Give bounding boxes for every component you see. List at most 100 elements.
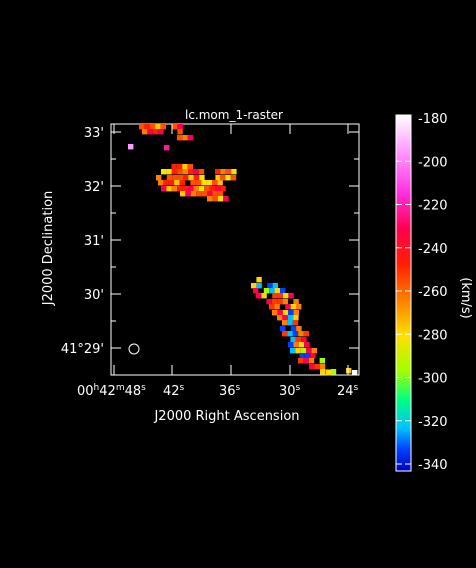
raster-pixel: [207, 191, 213, 197]
raster-pixel: [272, 310, 278, 316]
raster-pixel: [292, 331, 299, 337]
raster-pixel: [217, 180, 223, 186]
raster-pixel: [231, 169, 237, 175]
raster-pixel: [201, 180, 207, 186]
raster-pixel: [212, 196, 218, 202]
raster-pixel: [271, 299, 278, 305]
raster-pixel: [277, 315, 283, 321]
raster-pixel: [225, 175, 231, 181]
raster-pixel: [206, 180, 212, 186]
raster-pixel: [215, 175, 221, 181]
raster-pixel: [304, 342, 310, 348]
raster-pixel: [285, 304, 291, 310]
raster-pixel: [166, 186, 172, 192]
colorbar: [395, 114, 412, 472]
raster-pixel: [320, 369, 326, 375]
raster-pixel: [160, 124, 166, 130]
raster-pixel: [196, 191, 202, 197]
raster-pixel: [176, 164, 183, 170]
beam-ellipse: [128, 343, 140, 355]
raster-pixel: [183, 175, 189, 181]
raster-pixel: [174, 180, 180, 186]
y-tick-label: 32': [84, 180, 104, 195]
raster-pixel: [188, 169, 194, 175]
raster-pixel: [220, 186, 226, 192]
raster-pixel: [158, 129, 164, 135]
raster-pixel: [161, 186, 167, 192]
raster-pixel: [182, 135, 188, 141]
raster-pixel: [161, 169, 167, 175]
raster-pixel: [269, 304, 275, 310]
raster-pixel: [274, 288, 280, 294]
raster-pixel: [256, 277, 262, 283]
raster-pixel: [319, 358, 325, 364]
raster-pixel: [177, 169, 183, 175]
raster-pixel: [293, 315, 299, 321]
y-tick-label: 31': [84, 234, 104, 249]
raster-pixel: [144, 124, 150, 130]
raster-pixel: [300, 348, 307, 354]
raster-pixel: [193, 175, 200, 181]
colorbar-tick-label: -220: [418, 199, 448, 214]
raster-pixel: [149, 124, 156, 130]
raster-pixel: [212, 191, 218, 197]
raster-pixel: [282, 315, 288, 321]
raster-pixel: [266, 299, 272, 305]
colorbar-tick-label: -340: [418, 458, 448, 473]
raster-pixel: [298, 331, 304, 337]
colorbar-tick-label: -260: [418, 285, 448, 300]
raster-pixel: [277, 299, 283, 305]
colorbar-tick-labels: -180 -200 -220 -240 -260 -280 -300 -320 -340: [418, 112, 448, 473]
raster-pixel: [168, 180, 175, 186]
raster-pixel: [163, 180, 169, 186]
raster-pixel: [155, 124, 161, 130]
raster-pixel: [311, 348, 317, 354]
raster-pixel: [299, 353, 305, 359]
raster-pixel: [128, 144, 134, 150]
raster-pixel: [217, 191, 224, 197]
raster-pixel: [292, 320, 299, 326]
raster-pixel: [298, 358, 304, 364]
raster-pixel: [172, 175, 178, 181]
raster-pixel: [263, 288, 270, 294]
raster-pixel: [251, 283, 257, 289]
raster-pixel: [290, 304, 296, 310]
plot-frame: [110, 123, 360, 376]
raster-pixel: [310, 353, 316, 359]
raster-pixel: [177, 186, 183, 192]
raster-pixel: [198, 186, 205, 192]
raster-pixel: [193, 169, 199, 175]
raster-pixel: [182, 164, 188, 170]
raster-pixel: [190, 180, 196, 186]
colorbar-tick-label: -240: [418, 242, 448, 257]
raster-pixel: [177, 124, 183, 130]
raster-pixel: [280, 326, 286, 332]
colorbar-tick-label: -280: [418, 328, 448, 343]
raster-pixel: [282, 331, 288, 337]
raster-pixel: [272, 283, 278, 289]
raster-pixel: [215, 169, 221, 175]
y-tick-label: 41°29': [61, 342, 104, 357]
chart-title: lc.mom_1-raster: [185, 108, 283, 122]
raster-pixel: [298, 342, 305, 348]
raster-pixel: [179, 180, 185, 186]
raster-pixel: [301, 337, 307, 343]
raster-pixel: [207, 196, 213, 202]
raster-pixel: [171, 169, 178, 175]
raster-pixel: [277, 293, 283, 299]
raster-pixel: [326, 370, 332, 376]
raster-pixel: [198, 169, 205, 175]
axis-ticks: [111, 124, 359, 375]
raster-pixel: [330, 369, 337, 375]
raster-pixel: [177, 135, 183, 141]
raster-pixel: [272, 293, 278, 299]
raster-pixel: [209, 186, 215, 192]
raster-pixel: [142, 129, 148, 135]
colorbar-ticks: [396, 117, 411, 465]
x-tick-label: 00h42m48s: [77, 383, 146, 399]
colorbar-tick-label: -180: [418, 112, 448, 127]
raster-pixel: [171, 164, 177, 170]
raster-pixel: [309, 364, 315, 370]
x-tick-label: 24s: [337, 383, 359, 399]
